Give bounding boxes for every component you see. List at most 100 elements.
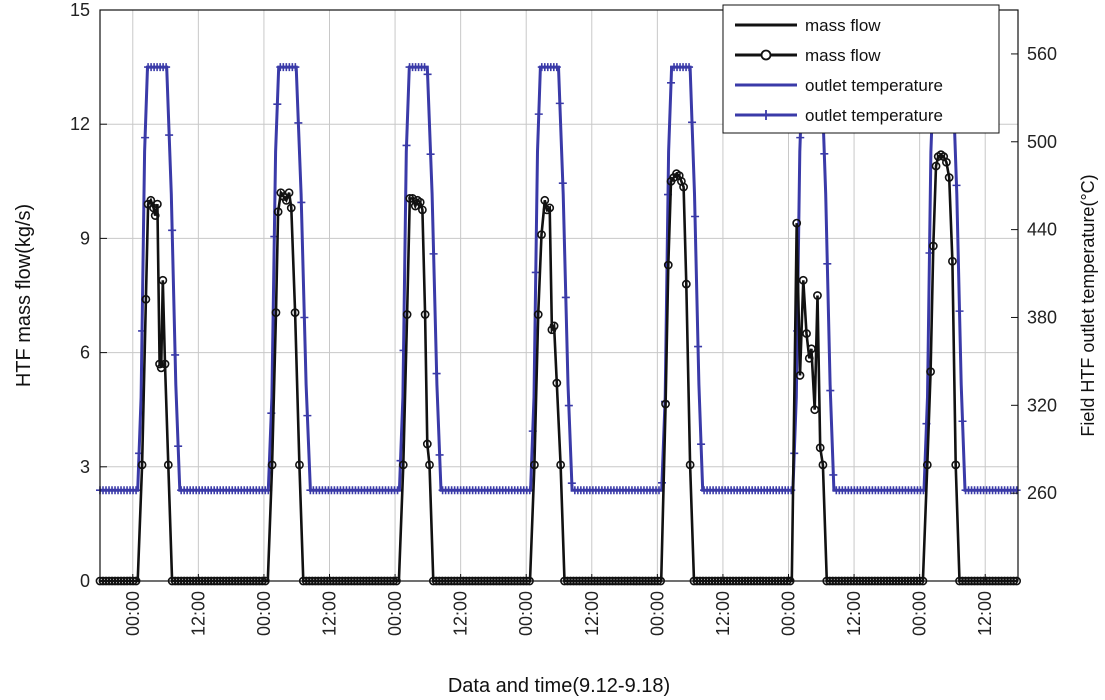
mass-flow-marker bbox=[137, 460, 147, 470]
legend-label: mass flow bbox=[805, 16, 881, 35]
mass-flow-marker bbox=[795, 371, 805, 380]
temperature-marker bbox=[303, 411, 312, 420]
plot-area-frame bbox=[99, 9, 1019, 582]
temperature-marker bbox=[402, 141, 411, 150]
mass-flow-marker bbox=[290, 308, 300, 318]
legend-swatch-marker bbox=[761, 110, 771, 120]
temperature-marker bbox=[558, 179, 567, 188]
temperature-marker bbox=[294, 118, 303, 127]
mass-flow-marker bbox=[398, 460, 408, 470]
mass-flow-marker bbox=[422, 439, 432, 449]
mass-flow-marker bbox=[402, 310, 412, 319]
temperature-marker bbox=[300, 313, 309, 322]
x-tick-label: 00:00 bbox=[647, 591, 667, 636]
left-y-axis-title: HTF mass flow(kg/s) bbox=[13, 204, 35, 387]
left-tick-label: 15 bbox=[70, 0, 90, 20]
x-axis: 00:00 12:00 00:00 12:00 00:00 12:00 00:00 12:00… bbox=[123, 574, 995, 636]
mass-flow-marker bbox=[926, 367, 935, 377]
temperature-marker bbox=[685, 63, 694, 72]
mass-flow-marker bbox=[537, 230, 546, 239]
x-tick-label: 00:00 bbox=[385, 591, 405, 636]
mass-flow-marker bbox=[556, 460, 566, 470]
temperature-marker bbox=[162, 63, 171, 72]
mass-flow-marker bbox=[295, 460, 304, 470]
temperature-marker bbox=[820, 149, 829, 158]
temperature-marker bbox=[952, 181, 961, 190]
x-tick-label: 12:00 bbox=[451, 591, 471, 636]
x-axis-title: Data and time(9.12-9.18) bbox=[448, 675, 670, 697]
right-tick-label: 440 bbox=[1027, 220, 1057, 240]
mass-flow-marker bbox=[425, 460, 434, 470]
mass-flow-marker bbox=[815, 443, 825, 453]
mass-flow-marker bbox=[549, 321, 559, 331]
x-tick-label: 12:00 bbox=[844, 591, 864, 636]
x-tick-label: 00:00 bbox=[910, 591, 930, 636]
temperature-marker bbox=[654, 486, 663, 495]
temperature-marker bbox=[420, 63, 429, 72]
right-y-axis: 260 320 380 440 500 560 bbox=[1011, 44, 1057, 503]
temperature-marker bbox=[429, 249, 438, 258]
temperature-marker bbox=[393, 486, 402, 495]
mass-flow-marker bbox=[420, 310, 430, 319]
temperature-marker bbox=[423, 70, 432, 79]
left-tick-label: 3 bbox=[80, 457, 90, 477]
temperature-marker bbox=[796, 133, 805, 142]
temperature-marker bbox=[552, 63, 561, 72]
temperature-marker bbox=[691, 212, 700, 221]
mass-flow-marker bbox=[540, 195, 550, 205]
mass-flow-marker bbox=[807, 344, 816, 354]
temperature-marker bbox=[426, 150, 435, 159]
mass-flow-line bbox=[100, 153, 1018, 583]
mass-flow-marker bbox=[948, 256, 957, 266]
mass-flow-marker bbox=[146, 195, 156, 205]
mass-flow-marker bbox=[931, 161, 941, 171]
temperature-marker bbox=[168, 226, 177, 235]
left-tick-label: 0 bbox=[80, 571, 90, 591]
mass-flow-marker bbox=[802, 329, 811, 338]
right-tick-label: 260 bbox=[1027, 483, 1057, 503]
left-tick-label: 6 bbox=[80, 343, 90, 363]
left-tick-label: 9 bbox=[80, 228, 90, 248]
mass-flow-marker bbox=[951, 460, 961, 470]
temperature-marker bbox=[171, 350, 180, 359]
mass-flow-marker bbox=[818, 460, 828, 470]
mass-flow-marker bbox=[679, 182, 688, 192]
mass-flow-marker bbox=[160, 359, 170, 369]
temperature-marker bbox=[694, 342, 703, 351]
mass-flow-marker bbox=[163, 460, 173, 470]
x-tick-label: 12:00 bbox=[320, 591, 340, 636]
mass-flow-marker bbox=[408, 194, 417, 203]
temperature-marker bbox=[697, 440, 706, 449]
temperature-marker bbox=[291, 63, 300, 72]
mass-flow-marker bbox=[533, 310, 543, 319]
mass-flow-marker bbox=[661, 399, 670, 409]
temperature-marker bbox=[955, 307, 964, 316]
temperature-marker bbox=[958, 417, 967, 426]
mass-flow-marker bbox=[415, 197, 425, 207]
temperature-marker bbox=[174, 442, 183, 451]
legend-label: mass flow bbox=[805, 46, 881, 65]
mass-flow-marker bbox=[685, 460, 695, 470]
temperature-marker bbox=[667, 78, 676, 87]
mass-flow-marker bbox=[813, 291, 822, 300]
mass-flow-marker bbox=[663, 260, 673, 270]
x-tick-label: 12:00 bbox=[975, 591, 995, 636]
left-tick-label: 12 bbox=[70, 114, 90, 134]
mass-flow-marker bbox=[810, 405, 820, 415]
mass-flow-marker bbox=[150, 211, 160, 220]
temperature-marker bbox=[273, 100, 282, 109]
legend-swatch-marker bbox=[760, 49, 772, 61]
mass-flow-marker bbox=[417, 205, 427, 215]
mass-flow-marker bbox=[284, 188, 294, 198]
temperature-marker bbox=[435, 450, 444, 459]
x-tick-label: 00:00 bbox=[779, 591, 799, 636]
mass-flow-marker bbox=[545, 203, 555, 213]
mass-flow-marker bbox=[530, 460, 539, 470]
mass-flow-marker bbox=[273, 207, 283, 217]
x-tick-label: 00:00 bbox=[254, 591, 274, 636]
temperature-marker bbox=[564, 401, 573, 410]
temperature-marker bbox=[297, 198, 306, 207]
legend-label: outlet temperature bbox=[805, 76, 943, 95]
mass-flow-marker bbox=[141, 294, 151, 304]
